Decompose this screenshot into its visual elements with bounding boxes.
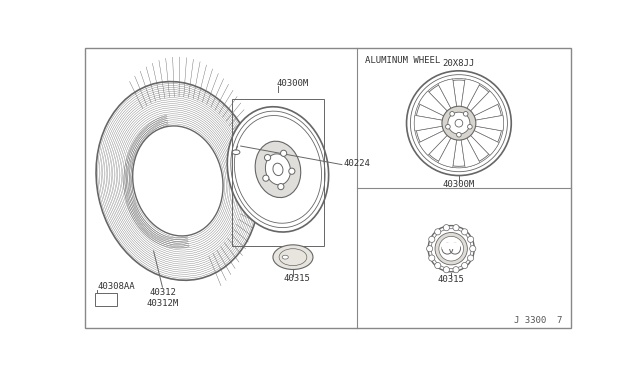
Text: 40300M: 40300M (277, 78, 309, 88)
Text: 40300M: 40300M (443, 180, 475, 189)
Ellipse shape (273, 245, 313, 269)
Circle shape (470, 246, 476, 252)
Polygon shape (461, 137, 480, 167)
Circle shape (461, 263, 468, 269)
Polygon shape (419, 130, 448, 155)
Circle shape (468, 125, 472, 129)
Text: 40315: 40315 (284, 274, 310, 283)
Circle shape (406, 71, 511, 176)
Text: 20X8JJ: 20X8JJ (443, 59, 475, 68)
Ellipse shape (232, 150, 240, 154)
Circle shape (427, 246, 433, 252)
Ellipse shape (96, 81, 260, 280)
Ellipse shape (255, 141, 301, 198)
Text: J 3300  7: J 3300 7 (515, 316, 563, 325)
Circle shape (468, 236, 474, 243)
Circle shape (453, 225, 459, 231)
Circle shape (453, 267, 459, 273)
Circle shape (435, 229, 441, 235)
Circle shape (289, 168, 295, 174)
Text: 40315: 40315 (438, 275, 465, 284)
Circle shape (263, 175, 269, 181)
Circle shape (429, 255, 435, 261)
Polygon shape (438, 137, 457, 167)
Bar (232, 99, 324, 246)
Polygon shape (419, 91, 448, 116)
Circle shape (429, 236, 435, 243)
Circle shape (280, 150, 287, 156)
Ellipse shape (273, 163, 283, 176)
Circle shape (444, 225, 449, 231)
Circle shape (468, 255, 474, 261)
Circle shape (455, 119, 463, 127)
Bar (95, 293, 117, 307)
Circle shape (435, 263, 441, 269)
Circle shape (445, 125, 450, 129)
Polygon shape (470, 130, 499, 155)
Text: ALUMINUM WHEEL: ALUMINUM WHEEL (365, 55, 440, 64)
Circle shape (456, 132, 461, 137)
Polygon shape (474, 115, 504, 131)
Circle shape (278, 183, 284, 190)
Circle shape (461, 229, 468, 235)
Text: 40308AA: 40308AA (97, 282, 134, 291)
Circle shape (463, 112, 468, 116)
Circle shape (428, 225, 474, 272)
Circle shape (444, 267, 449, 273)
Polygon shape (470, 91, 499, 116)
Circle shape (450, 112, 454, 116)
Polygon shape (461, 79, 480, 110)
Ellipse shape (266, 154, 291, 185)
Ellipse shape (227, 107, 328, 232)
Circle shape (439, 236, 463, 261)
Circle shape (448, 112, 470, 134)
Ellipse shape (132, 126, 223, 236)
Polygon shape (438, 79, 457, 110)
Bar (450, 243, 460, 249)
Bar (442, 243, 452, 249)
Circle shape (264, 154, 271, 161)
Text: 40312
40312M: 40312 40312M (147, 288, 179, 308)
Circle shape (435, 232, 467, 265)
Ellipse shape (282, 255, 289, 259)
Polygon shape (414, 115, 444, 131)
Text: 40224: 40224 (344, 158, 371, 167)
Circle shape (442, 106, 476, 140)
